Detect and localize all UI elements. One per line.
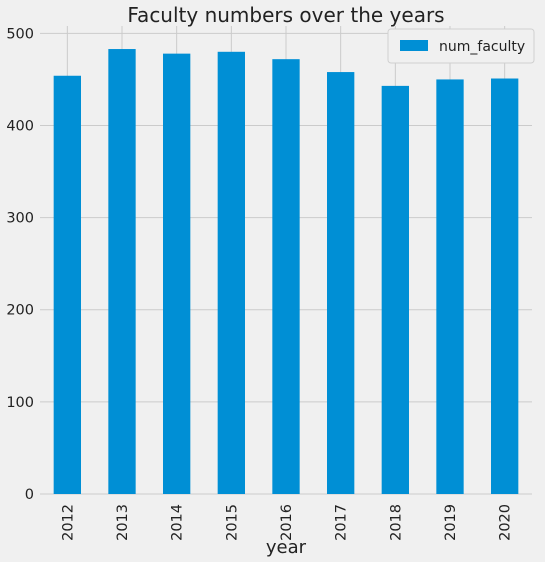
y-tick-label: 200	[6, 303, 34, 319]
x-tick-label: 2012	[60, 504, 76, 541]
bar-2018	[381, 85, 409, 494]
x-tick-label: 2019	[443, 504, 459, 541]
bar-2016	[272, 59, 300, 495]
x-tick-label: 2016	[279, 504, 295, 541]
x-tick-label: 2014	[170, 504, 186, 541]
y-tick-labels: 0 100 200 300 400 500	[6, 26, 34, 503]
x-tick-label: 2015	[224, 504, 240, 541]
y-tick-label: 500	[6, 26, 34, 42]
y-tick-label: 400	[6, 118, 34, 134]
bar-2017	[327, 72, 355, 495]
legend-label-num-faculty: num_faculty	[439, 39, 525, 55]
x-tick-label: 2017	[334, 504, 350, 541]
x-tick-label: 2018	[388, 504, 404, 541]
chart-title: Faculty numbers over the years	[127, 3, 444, 27]
bar-2014	[163, 53, 191, 495]
y-tick-label: 0	[25, 487, 34, 503]
bar-2020	[491, 78, 519, 494]
legend: num_faculty	[387, 28, 535, 64]
bar-2012	[53, 75, 81, 494]
x-tick-label: 2013	[115, 504, 131, 541]
legend-swatch-num-faculty	[400, 40, 428, 51]
x-tick-label: 2020	[498, 504, 514, 541]
x-tick-labels: 2012 2013 2014 2015 2016 2017 2018 2019 2020	[60, 504, 513, 541]
bar-2013	[108, 49, 136, 494]
legend-box	[387, 28, 535, 64]
bars	[53, 49, 519, 495]
bar-2015	[217, 51, 245, 494]
y-tick-label: 100	[6, 395, 34, 411]
y-tick-label: 300	[6, 211, 34, 227]
x-axis-label: year	[266, 537, 307, 558]
bar-2019	[436, 79, 464, 494]
